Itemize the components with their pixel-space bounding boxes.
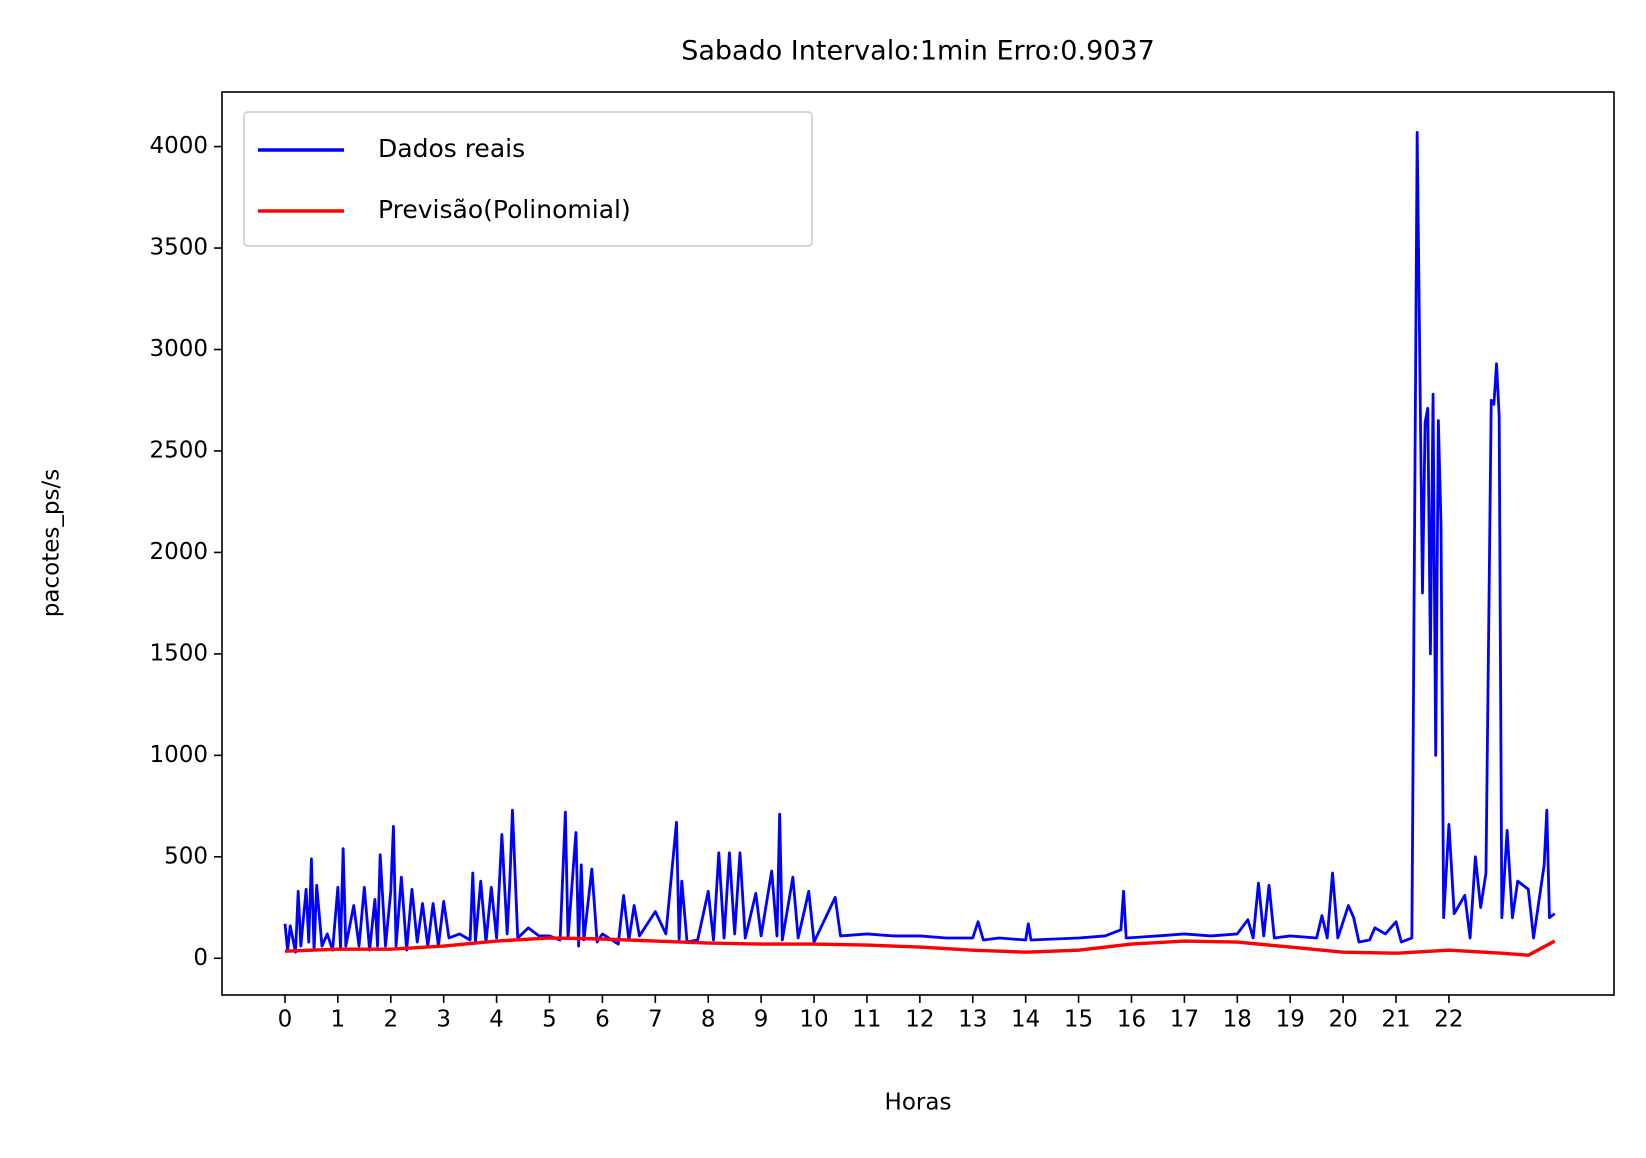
x-tick-label: 20 <box>1328 1007 1357 1033</box>
y-tick-label: 3500 <box>149 235 208 261</box>
y-tick-label: 2000 <box>149 539 208 565</box>
x-tick-label: 18 <box>1223 1007 1252 1033</box>
y-axis-label: pacotes_ps/s <box>39 469 65 617</box>
x-tick-label: 21 <box>1381 1007 1410 1033</box>
x-tick-label: 12 <box>905 1007 934 1033</box>
x-tick-label: 13 <box>958 1007 987 1033</box>
x-tick-label: 17 <box>1170 1007 1199 1033</box>
y-tick-label: 2500 <box>149 437 208 463</box>
y-tick-label: 500 <box>164 843 208 869</box>
x-tick-label: 22 <box>1434 1007 1463 1033</box>
legend-label: Dados reais <box>378 134 525 163</box>
x-tick-label: 16 <box>1117 1007 1146 1033</box>
data-line <box>283 130 1556 954</box>
x-tick-label: 3 <box>436 1007 451 1033</box>
x-tick-label: 8 <box>701 1007 716 1033</box>
x-tick-label: 0 <box>278 1007 293 1033</box>
y-tick-label: 1500 <box>149 640 208 666</box>
x-tick-label: 19 <box>1276 1007 1305 1033</box>
x-tick-label: 14 <box>1011 1007 1040 1033</box>
y-tick-label: 0 <box>193 945 208 971</box>
data-line <box>284 936 1556 957</box>
x-tick-label: 5 <box>542 1007 557 1033</box>
x-tick-label: 4 <box>489 1007 504 1033</box>
y-tick-label: 4000 <box>149 133 208 159</box>
legend-box <box>243 111 813 247</box>
x-tick-label: 11 <box>852 1007 881 1033</box>
y-tick-label: 1000 <box>149 742 208 768</box>
y-tick-label: 3000 <box>149 336 208 362</box>
x-tick-label: 9 <box>754 1007 769 1033</box>
plot-frame <box>221 91 1615 996</box>
chart-title: Sabado Intervalo:1min Erro:0.9037 <box>681 36 1155 67</box>
x-tick-label: 2 <box>383 1007 398 1033</box>
x-tick-label: 7 <box>648 1007 663 1033</box>
x-tick-label: 15 <box>1064 1007 1093 1033</box>
x-tick-label: 1 <box>331 1007 346 1033</box>
x-axis-label: Horas <box>885 1090 952 1116</box>
x-tick-label: 10 <box>799 1007 828 1033</box>
x-tick-label: 6 <box>595 1007 610 1033</box>
legend-label: Previsão(Polinomial) <box>378 195 631 224</box>
